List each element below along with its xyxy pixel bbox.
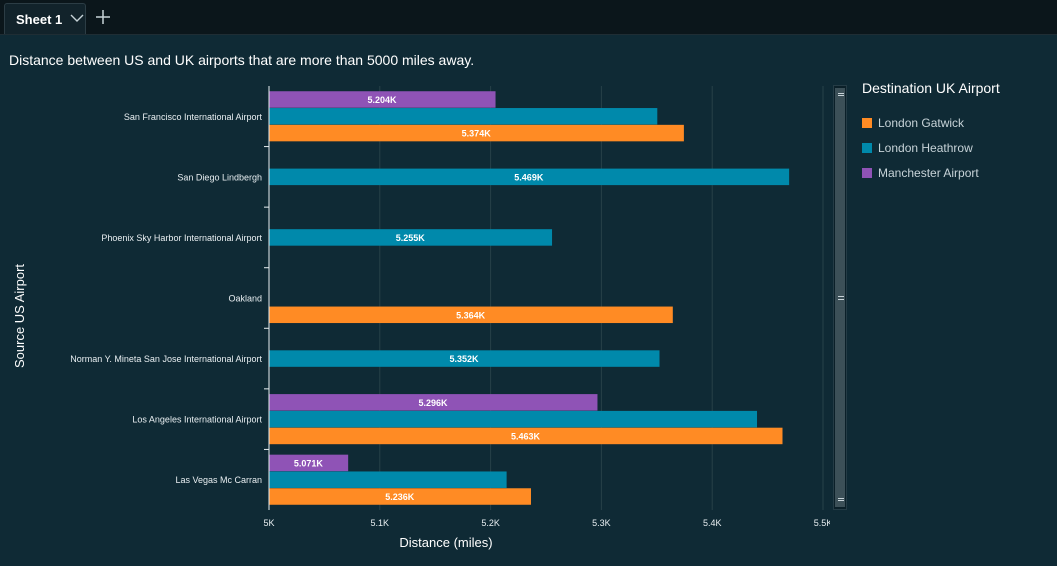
legend-label: London Heathrow: [878, 140, 973, 155]
grip-icon: [838, 299, 844, 300]
bar: [269, 124, 684, 142]
bar: [269, 394, 598, 411]
x-tick-label: 5.3K: [592, 518, 611, 528]
y-category-label: Los Angeles International Airport: [132, 415, 262, 425]
bar: [269, 454, 349, 472]
x-axis-title: Distance (miles): [399, 535, 492, 550]
legend-item-manchester-airport[interactable]: Manchester Airport: [862, 160, 1000, 185]
tab-label: Sheet 1: [16, 12, 63, 27]
data-label: 5.204K: [368, 95, 398, 105]
data-label: 5.364K: [456, 310, 486, 320]
y-category-label: San Diego Lindbergh: [177, 172, 262, 182]
chart-title: Distance between US and UK airports that…: [9, 52, 475, 68]
x-tick-label: 5K: [263, 518, 274, 528]
x-tick-label: 5.2K: [481, 518, 500, 528]
bar-chart: 5K 5.1K 5.2K 5.3K 5.4K 5.5K San Francisco Inte…: [12, 86, 830, 550]
bar: [269, 306, 673, 324]
plus-icon[interactable]: [94, 8, 112, 26]
bar: [269, 91, 496, 108]
y-category-label: Oakland: [228, 294, 262, 304]
grip-icon: [838, 95, 844, 96]
legend-swatch: [862, 142, 872, 153]
x-tick-label: 5.4K: [703, 518, 722, 528]
bar: [269, 108, 658, 125]
tab-sheet-1[interactable]: Sheet 1: [4, 3, 86, 34]
bar: [269, 410, 758, 428]
scrollbar-thumb[interactable]: [835, 88, 845, 507]
bar: [269, 427, 783, 445]
legend-label: Manchester Airport: [878, 165, 979, 180]
y-category-label: Norman Y. Mineta San Jose International …: [70, 354, 262, 364]
tab-bar: Sheet 1: [0, 0, 1057, 35]
bar: [269, 471, 507, 488]
data-label: 5.236K: [385, 492, 415, 502]
y-category-label: Las Vegas Mc Carran: [175, 475, 262, 485]
bar: [269, 488, 531, 505]
bar: [269, 229, 553, 246]
x-tick-label: 5.5K: [814, 518, 830, 528]
legend-label: London Gatwick: [878, 115, 965, 130]
data-label: 5.071K: [294, 458, 324, 468]
legend: Destination UK Airport London Gatwick Lo…: [862, 80, 1000, 185]
data-label: 5.255K: [396, 233, 426, 243]
legend-swatch: [862, 117, 872, 128]
grip-icon: [838, 500, 844, 501]
y-axis-title: Source US Airport: [12, 264, 27, 368]
legend-swatch: [862, 167, 872, 178]
data-label: 5.296K: [418, 398, 448, 408]
legend-scrollbar[interactable]: [833, 85, 847, 510]
data-label: 5.352K: [449, 354, 479, 364]
y-category-label: San Francisco International Airport: [124, 112, 263, 122]
grip-icon: [838, 93, 844, 94]
legend-item-london-heathrow[interactable]: London Heathrow: [862, 135, 1000, 160]
data-label: 5.374K: [462, 129, 492, 139]
grip-icon: [838, 296, 844, 297]
x-tick-label: 5.1K: [371, 518, 390, 528]
bar: [269, 350, 660, 367]
legend-title: Destination UK Airport: [862, 80, 1000, 96]
data-label: 5.469K: [514, 172, 544, 182]
legend-item-london-gatwick[interactable]: London Gatwick: [862, 110, 1000, 135]
y-category-label: Phoenix Sky Harbor International Airport: [101, 233, 262, 243]
bar: [269, 168, 790, 186]
grip-icon: [838, 498, 844, 499]
data-label: 5.463K: [511, 431, 541, 441]
chevron-down-icon[interactable]: [70, 13, 84, 23]
